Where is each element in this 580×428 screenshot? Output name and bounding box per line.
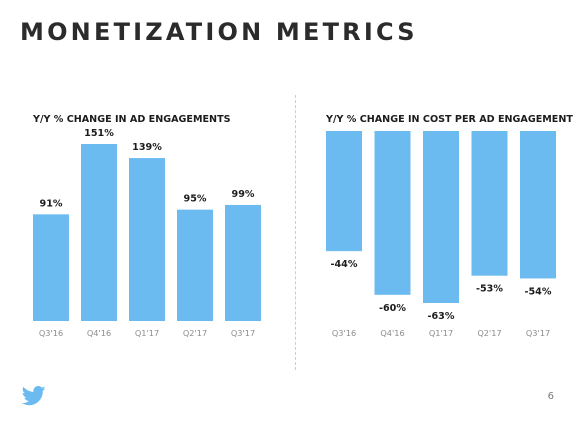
data-label-ad-engagements-3: 95%	[184, 194, 207, 205]
x-tick-cost-per-engagement-4: Q3'17	[526, 328, 550, 338]
data-label-ad-engagements-1: 151%	[84, 128, 114, 139]
data-label-cost-per-engagement-2: -63%	[428, 311, 455, 322]
chart-title-cost-per-engagement: Y/Y % CHANGE IN COST PER AD ENGAGEMENT	[326, 114, 573, 125]
x-tick-cost-per-engagement-1: Q4'16	[380, 328, 404, 338]
x-tick-ad-engagements-1: Q4'16	[87, 328, 111, 338]
x-tick-cost-per-engagement-3: Q2'17	[477, 328, 501, 338]
bar-cost-per-engagement-2	[423, 131, 459, 303]
data-label-cost-per-engagement-0: -44%	[331, 259, 358, 270]
bar-cost-per-engagement-3	[471, 131, 508, 276]
bar-cost-per-engagement-1	[374, 131, 411, 295]
bar-ad-engagements-1	[81, 144, 117, 321]
x-tick-ad-engagements-2: Q1'17	[135, 328, 159, 338]
x-tick-ad-engagements-4: Q3'17	[231, 328, 255, 338]
bar-ad-engagements-4	[225, 204, 261, 321]
bar-cost-per-engagement-0	[326, 131, 362, 252]
page-number: 6	[547, 391, 554, 402]
x-tick-cost-per-engagement-2: Q1'17	[429, 328, 453, 338]
chart-divider	[295, 95, 296, 370]
data-label-cost-per-engagement-3: -53%	[476, 284, 503, 295]
bar-ad-engagements-3	[177, 209, 213, 321]
x-tick-ad-engagements-3: Q2'17	[183, 328, 207, 338]
twitter-bird-icon	[22, 386, 46, 406]
data-label-ad-engagements-2: 139%	[132, 142, 162, 153]
data-label-cost-per-engagement-4: -54%	[525, 286, 552, 297]
data-label-cost-per-engagement-1: -60%	[379, 303, 406, 314]
data-label-ad-engagements-4: 99%	[232, 189, 255, 200]
bar-ad-engagements-0	[33, 214, 69, 321]
bar-cost-per-engagement-4	[520, 131, 556, 279]
bar-ad-engagements-2	[129, 158, 165, 321]
data-label-ad-engagements-0: 91%	[40, 198, 63, 209]
x-tick-cost-per-engagement-0: Q3'16	[332, 328, 356, 338]
page-title: MONETIZATION METRICS	[20, 18, 418, 46]
chart-title-ad-engagements: Y/Y % CHANGE IN AD ENGAGEMENTS	[33, 114, 231, 125]
x-tick-ad-engagements-0: Q3'16	[39, 328, 63, 338]
ad-engagements-chart: 91% Q3'16 151% Q4'16 139% Q1'17 95% Q2'17 99% Q3'…	[33, 128, 261, 338]
